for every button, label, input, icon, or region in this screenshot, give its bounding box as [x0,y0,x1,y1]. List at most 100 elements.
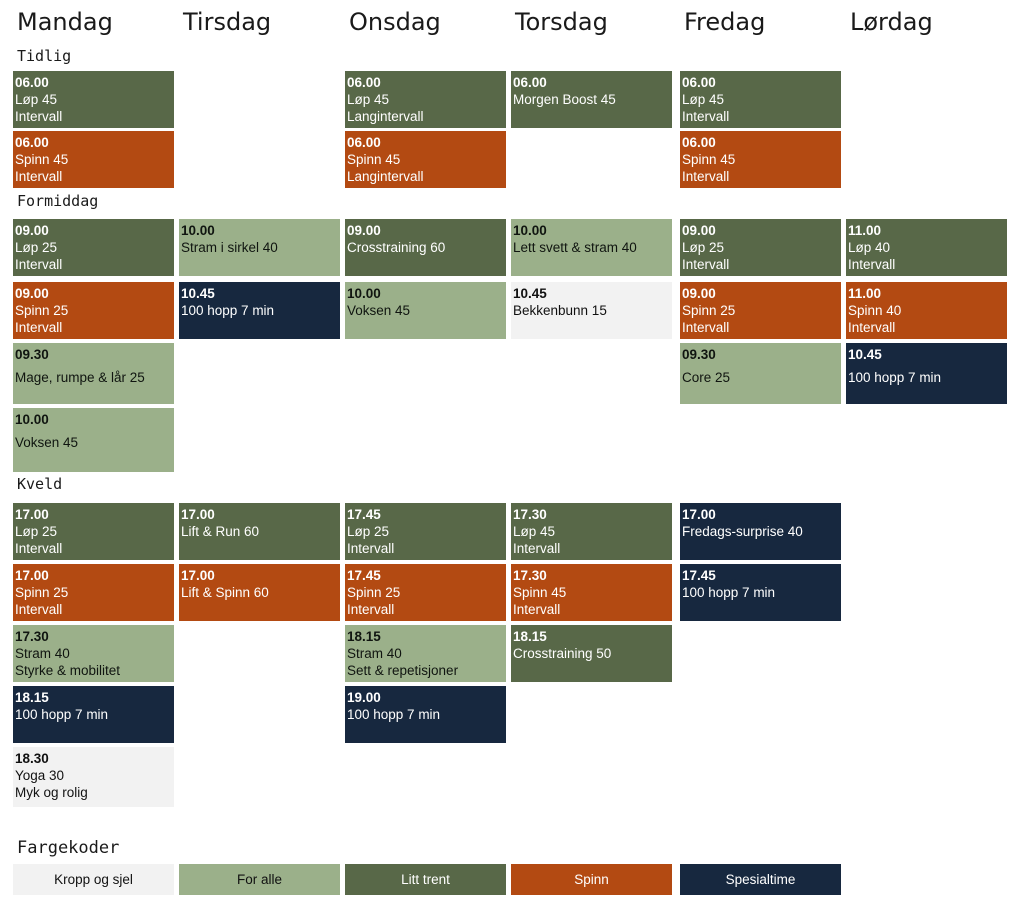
legend-kropp-og-sjel: Kropp og sjel [13,864,174,895]
class-time: 17.30 [513,507,547,522]
class-card[interactable]: 11.00 Spinn 40 Intervall [846,282,1007,339]
class-card[interactable]: 09.30 Mage, rumpe & lår 25 [13,343,174,404]
class-time: 10.00 [347,286,381,301]
class-card[interactable]: 17.30 Stram 40 Styrke & mobilitet [13,625,174,682]
class-card[interactable]: 10.00 Stram i sirkel 40 [179,219,340,276]
class-name: Løp 25 [15,524,58,539]
class-type: Langintervall [347,169,424,184]
class-card[interactable]: 19.00 100 hopp 7 min [345,686,506,743]
class-card[interactable]: 17.45 Løp 25 Intervall [345,503,506,560]
class-name: Spinn 40 [848,303,902,318]
class-name: Spinn 45 [15,152,69,167]
class-card[interactable]: 06.00 Løp 45 Langintervall [345,71,506,128]
class-card[interactable]: 17.30 Løp 45 Intervall [511,503,672,560]
legend-for-alle: For alle [179,864,340,895]
class-card[interactable]: 10.00 Voksen 45 [345,282,506,339]
class-type: Myk og rolig [15,785,88,800]
class-time: 18.15 [15,690,49,705]
class-time: 18.15 [513,629,547,644]
class-name: Bekkenbunn 15 [513,303,607,318]
class-card[interactable]: 11.00 Løp 40 Intervall [846,219,1007,276]
class-card[interactable]: 09.30 Core 25 [680,343,841,404]
class-card[interactable]: 17.00 Spinn 25 Intervall [13,564,174,621]
class-time: 10.45 [513,286,547,301]
day-header-torsdag: Torsdag [515,8,608,36]
class-name: Spinn 25 [15,303,69,318]
class-card[interactable]: 18.15 Stram 40 Sett & repetisjoner [345,625,506,682]
class-card[interactable]: 10.00 Lett svett & stram 40 [511,219,672,276]
class-name: Løp 45 [513,524,556,539]
class-card[interactable]: 17.00 Fredags-surprise 40 [680,503,841,560]
class-card[interactable]: 17.00 Løp 25 Intervall [13,503,174,560]
class-name: Crosstraining 50 [513,646,612,661]
class-name: Spinn 45 [347,152,401,167]
class-card[interactable]: 06.00 Spinn 45 Langintervall [345,131,506,188]
class-name: Yoga 30 [15,768,65,783]
class-type: Intervall [848,257,896,272]
class-card[interactable]: 10.00 Voksen 45 [13,408,174,472]
class-card[interactable]: 09.00 Crosstraining 60 [345,219,506,276]
section-kveld: Kveld [17,475,63,493]
class-name: 100 hopp 7 min [682,585,776,600]
class-time: 10.00 [15,412,49,427]
class-card[interactable]: 17.45 Spinn 25 Intervall [345,564,506,621]
class-time: 11.00 [848,286,882,301]
class-name: Løp 40 [848,240,891,255]
class-card[interactable]: 09.00 Løp 25 Intervall [13,219,174,276]
class-time: 09.30 [15,347,49,362]
legend-title: Fargekoder [17,838,120,858]
class-time: 06.00 [347,75,381,90]
class-card[interactable]: 06.00 Morgen Boost 45 [511,71,672,128]
class-name: 100 hopp 7 min [181,303,275,318]
class-name: Lift & Spinn 60 [181,585,269,600]
class-card[interactable]: 09.00 Løp 25 Intervall [680,219,841,276]
day-header-fredag: Fredag [684,8,766,36]
class-name: Løp 25 [347,524,390,539]
class-name: Stram i sirkel 40 [181,240,278,255]
section-formiddag: Formiddag [17,192,99,210]
class-time: 17.30 [513,568,547,583]
class-card[interactable]: 17.30 Spinn 45 Intervall [511,564,672,621]
class-card[interactable]: 06.00 Spinn 45 Intervall [680,131,841,188]
class-card[interactable]: 18.15 Crosstraining 50 [511,625,672,682]
class-name: Core 25 [682,370,731,385]
class-card[interactable]: 09.00 Spinn 25 Intervall [680,282,841,339]
legend-spesialtime: Spesialtime [680,864,841,895]
class-card[interactable]: 17.00 Lift & Run 60 [179,503,340,560]
class-name: Stram 40 [15,646,70,661]
class-time: 17.00 [15,568,49,583]
class-type: Intervall [682,169,730,184]
class-card[interactable]: 17.00 Lift & Spinn 60 [179,564,340,621]
class-name: Løp 45 [15,92,58,107]
class-name: Voksen 45 [15,435,79,450]
class-time: 18.15 [347,629,381,644]
legend-spinn: Spinn [511,864,672,895]
class-time: 06.00 [15,135,49,150]
class-type: Intervall [15,169,63,184]
class-card[interactable]: 10.45 100 hopp 7 min [846,343,1007,404]
class-card[interactable]: 17.45 100 hopp 7 min [680,564,841,621]
class-card[interactable]: 10.45 Bekkenbunn 15 [511,282,672,339]
class-card[interactable]: 10.45 100 hopp 7 min [179,282,340,339]
day-header-onsdag: Onsdag [349,8,441,36]
class-card[interactable]: 06.00 Løp 45 Intervall [680,71,841,128]
class-name: Lift & Run 60 [181,524,260,539]
class-time: 06.00 [682,75,716,90]
class-card[interactable]: 18.15 100 hopp 7 min [13,686,174,743]
class-type: Styrke & mobilitet [15,663,121,678]
class-card[interactable]: 09.00 Spinn 25 Intervall [13,282,174,339]
class-card[interactable]: 06.00 Løp 45 Intervall [13,71,174,128]
class-time: 06.00 [682,135,716,150]
class-name: Løp 45 [682,92,725,107]
class-type: Intervall [347,602,395,617]
class-time: 18.30 [15,751,49,766]
class-card[interactable]: 18.30 Yoga 30 Myk og rolig [13,747,174,807]
class-time: 09.00 [15,223,49,238]
class-name: 100 hopp 7 min [347,707,441,722]
class-type: Intervall [848,320,896,335]
class-card[interactable]: 06.00 Spinn 45 Intervall [13,131,174,188]
day-header-lordag: Lørdag [850,8,933,36]
class-time: 10.45 [181,286,215,301]
class-time: 17.00 [181,568,215,583]
class-time: 09.00 [682,286,716,301]
